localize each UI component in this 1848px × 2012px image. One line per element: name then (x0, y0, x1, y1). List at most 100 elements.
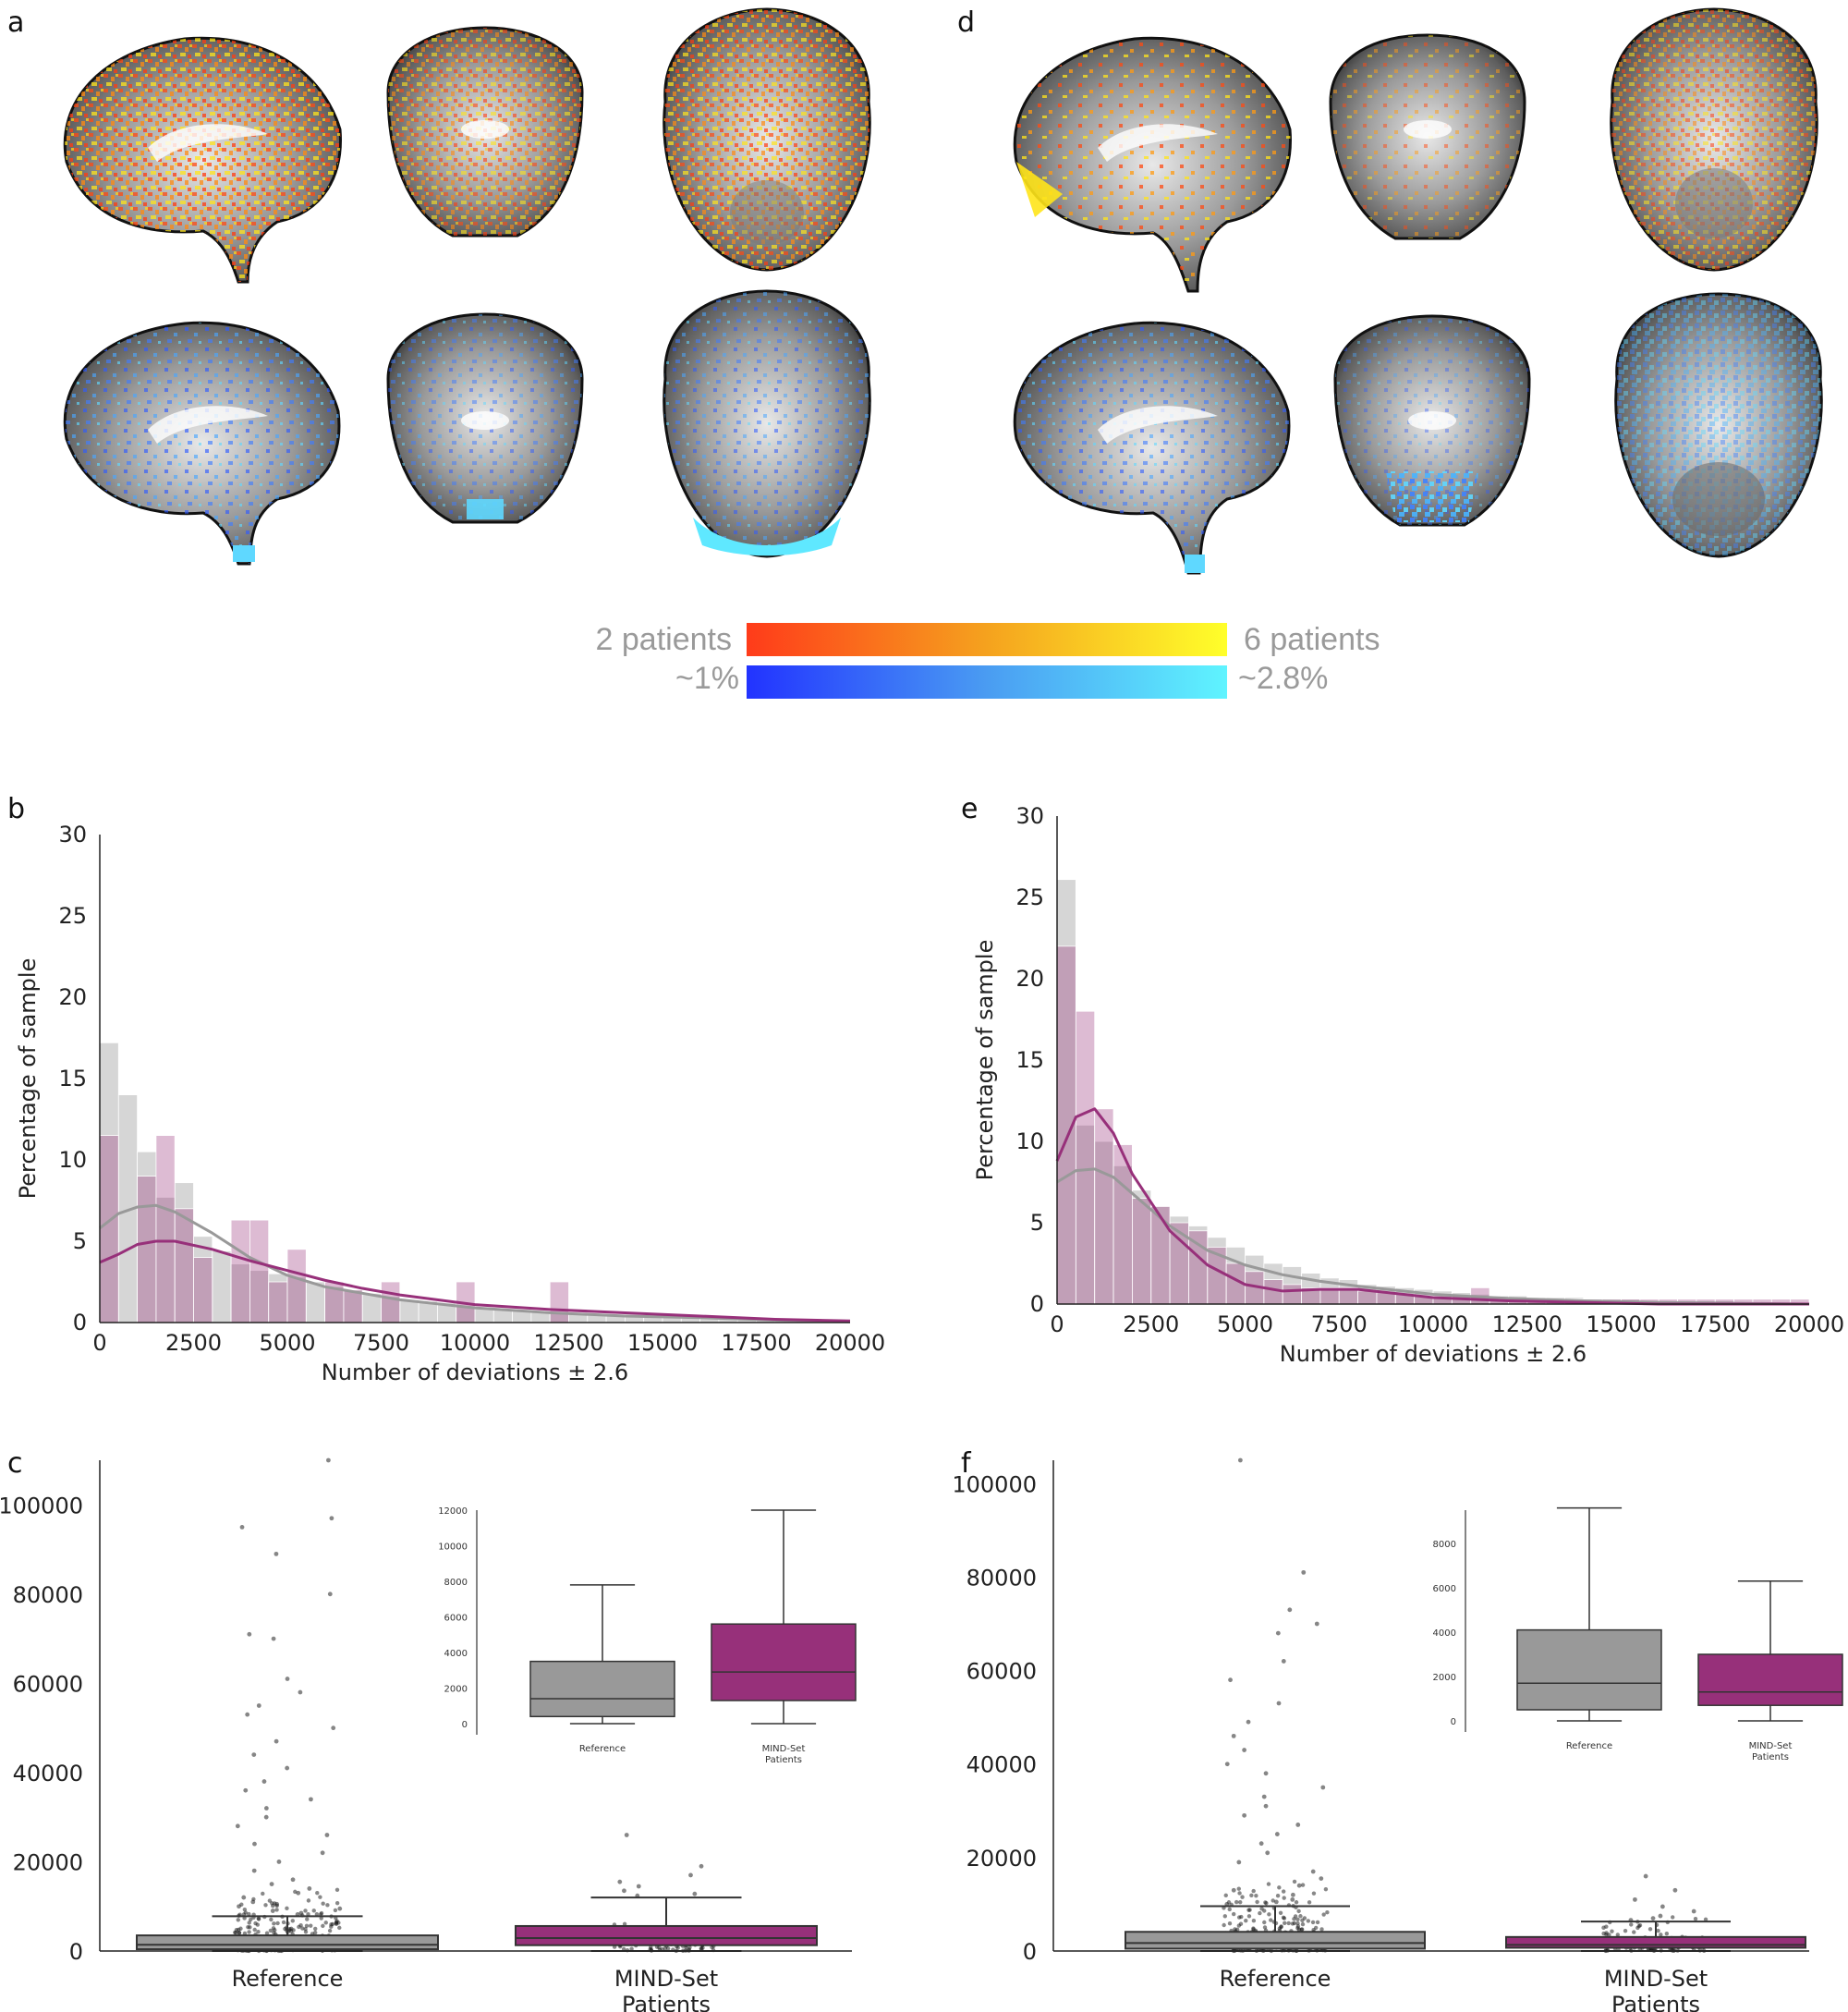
outlier-point-c (309, 1797, 313, 1802)
colorbar-label-1-percent: ~1% (675, 661, 739, 696)
outlier-point-f (1246, 1719, 1251, 1725)
strip-point-f (1227, 1907, 1232, 1912)
y-tick-label-b: 10 (58, 1147, 87, 1173)
strip-point-c (621, 1946, 626, 1952)
outlier-point-c (247, 1631, 252, 1637)
strip-point-f (1262, 1925, 1268, 1930)
strip-point-c (297, 1924, 301, 1930)
strip-point-f (1246, 1908, 1251, 1912)
outlier-point-c (274, 1738, 279, 1744)
strip-point-c (684, 1945, 688, 1950)
strip-point-c (323, 1921, 328, 1925)
outlier-point-c (245, 1712, 250, 1717)
brain-coronal-cool-d (1333, 314, 1531, 527)
strip-point-c (263, 1903, 268, 1908)
outlier-point-f (1310, 1869, 1316, 1874)
strip-point-f (1623, 1928, 1628, 1933)
x-tick-label-e: 2500 (1123, 1311, 1179, 1337)
y-tick-label-c: 40000 (13, 1761, 83, 1786)
strip-point-f (1277, 1926, 1283, 1931)
outlier-point-f (1643, 1873, 1648, 1879)
x-tick-label-b: 10000 (440, 1330, 510, 1356)
y-tick-label-e: 30 (1015, 803, 1044, 829)
panel-label-f: f (961, 1447, 972, 1480)
brain-axial-warm-d (1610, 7, 1818, 272)
outlier-point-c (270, 1908, 275, 1913)
x-tick-label-b: 0 (92, 1330, 106, 1356)
strip-point-f (1231, 1911, 1236, 1917)
inset-category-label-c: Reference (579, 1744, 626, 1754)
outlier-point-f (1242, 1748, 1247, 1752)
outlier-point-c (243, 1787, 249, 1793)
ref-bar-b (361, 1292, 382, 1323)
outlier-point-f (1301, 1569, 1307, 1575)
inset-category-label-line-f: MIND-Set (1749, 1741, 1793, 1751)
strip-point-c (234, 1927, 239, 1933)
strip-point-f (1240, 1895, 1245, 1899)
outlier-point-c (337, 1906, 343, 1911)
inset-y-tick-label-c: 10000 (438, 1543, 468, 1553)
inset-category-label-line-f: Patients (1752, 1752, 1789, 1762)
category-label-c: Reference (232, 1966, 344, 1992)
strip-point-f (1238, 1899, 1243, 1905)
strip-point-c (275, 1921, 280, 1926)
x-tick-label-b: 12500 (533, 1330, 603, 1356)
strip-point-c (305, 1917, 310, 1921)
patient-bar-e (1075, 1010, 1096, 1305)
outlier-point-c (261, 1779, 267, 1784)
strip-point-f (1255, 1899, 1259, 1905)
strip-point-f (1300, 1921, 1306, 1927)
panel-label-a: a (7, 6, 24, 39)
strip-point-c (237, 1930, 242, 1935)
strip-point-c (309, 1923, 313, 1928)
inset-y-tick-label-c: 4000 (444, 1649, 468, 1659)
strip-point-f (1703, 1917, 1708, 1922)
brain-coronal-cool-a (386, 312, 584, 524)
strip-point-c (246, 1924, 250, 1930)
strip-point-f (1292, 1921, 1297, 1926)
outlier-point-c (636, 1884, 641, 1889)
strip-point-c (285, 1906, 289, 1911)
x-tick-label-b: 7500 (353, 1330, 409, 1356)
strip-point-f (1294, 1900, 1299, 1905)
x-tick-label-e: 20000 (1774, 1311, 1844, 1337)
inset-box-f (1516, 1628, 1662, 1711)
strip-point-f (1295, 1917, 1300, 1922)
strip-point-f (1266, 1882, 1271, 1886)
strip-point-c (242, 1931, 248, 1936)
strip-point-c (238, 1926, 243, 1931)
strip-point-f (1299, 1927, 1305, 1932)
patient-bar-b (343, 1289, 363, 1323)
x-tick-label-e: 5000 (1217, 1311, 1273, 1337)
strip-point-c (663, 1945, 668, 1951)
outlier-point-f (1263, 1803, 1269, 1809)
patient-bar-e (1150, 1206, 1171, 1305)
x-tick-label-b: 5000 (259, 1330, 315, 1356)
strip-point-c (291, 1928, 296, 1933)
outlier-point-c (251, 1868, 257, 1873)
y-tick-label-f: 0 (1023, 1939, 1037, 1965)
colorbar-label-6-patients: 6 patients (1244, 622, 1380, 657)
strip-point-f (1244, 1919, 1248, 1923)
strip-point-f (1236, 1886, 1241, 1891)
x-tick-label-b: 2500 (165, 1330, 222, 1356)
strip-point-f (1315, 1920, 1320, 1925)
strip-point-c (334, 1900, 340, 1906)
patient-bar-b (193, 1257, 213, 1323)
y-tick-label-f: 60000 (967, 1659, 1037, 1685)
patient-bar-e (1094, 1108, 1114, 1305)
outlier-point-c (324, 1833, 330, 1837)
strip-point-c (325, 1903, 330, 1908)
strip-point-c (311, 1908, 316, 1913)
strip-point-c (306, 1898, 311, 1903)
outlier-point-c (274, 1551, 279, 1556)
reference-kde-e (1056, 1167, 1810, 1306)
y-tick-label-e: 20 (1015, 966, 1044, 992)
y-tick-label-c: 80000 (13, 1582, 83, 1608)
strip-point-c (251, 1896, 256, 1902)
y-tick-label-b: 15 (58, 1066, 87, 1091)
patient-bar-b (268, 1281, 288, 1323)
strip-point-c (300, 1926, 305, 1931)
x-tick-label-e: 7500 (1311, 1311, 1368, 1337)
